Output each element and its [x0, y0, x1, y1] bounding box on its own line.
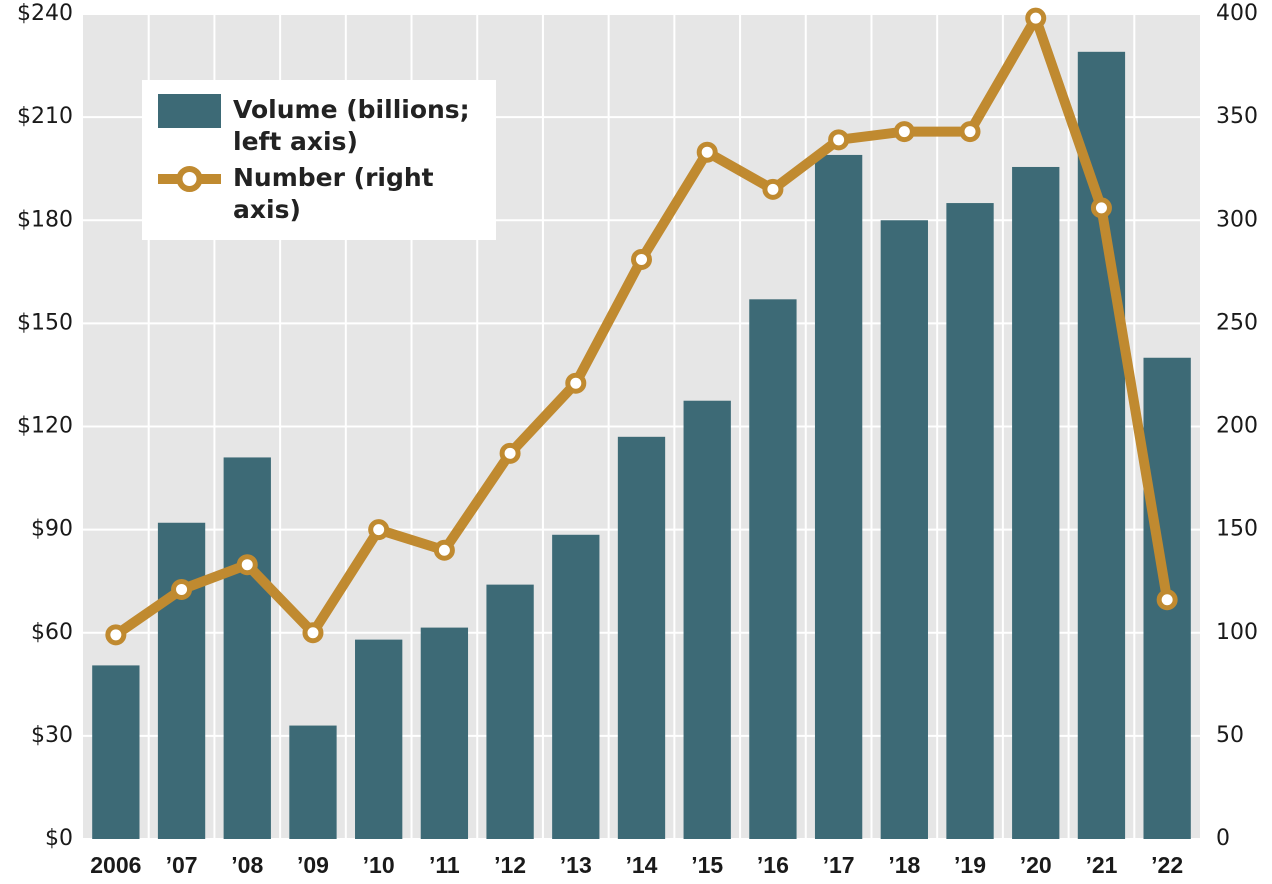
y-tick-label: $180	[17, 207, 73, 232]
x-tick-label: ’19	[954, 852, 986, 878]
x-tick-label: ’21	[1085, 852, 1117, 878]
legend-swatch	[158, 94, 221, 128]
x-tick-label: ’18	[888, 852, 920, 878]
x-tick-label: ’15	[691, 852, 723, 878]
x-tick-label: ’11	[429, 852, 460, 878]
bar	[420, 627, 469, 839]
x-tick-label: ’16	[757, 852, 789, 878]
bar	[880, 220, 928, 839]
line-marker	[631, 248, 652, 270]
line-marker	[1156, 589, 1178, 611]
legend-label: Number (right axis)	[233, 163, 434, 224]
bar	[683, 400, 731, 839]
line-marker	[696, 141, 718, 163]
bar	[157, 522, 206, 839]
x-tick-label: ’09	[297, 852, 329, 878]
x-tick-label: ’13	[560, 852, 592, 878]
y-tick-label: $90	[31, 517, 73, 542]
x-tick-label: ’07	[166, 852, 198, 878]
y2-tick-label: 200	[1216, 414, 1258, 439]
bar	[92, 665, 140, 839]
y2-tick-label: 0	[1216, 826, 1230, 851]
x-tick-label: ’12	[494, 852, 526, 878]
bar	[1012, 166, 1060, 839]
x-tick-label: 2006	[90, 852, 141, 878]
line-marker	[762, 178, 784, 200]
legend-swatch-bar	[158, 94, 221, 128]
line-marker	[959, 121, 981, 143]
line-marker	[893, 121, 915, 143]
x-tick-label: ’22	[1151, 852, 1183, 878]
y2-tick-label: 150	[1216, 517, 1258, 542]
y2-tick-label: 350	[1216, 104, 1258, 129]
y2-tick-label: 300	[1216, 207, 1258, 232]
y-tick-label: $210	[17, 104, 73, 129]
y-tick-label: $240	[17, 1, 73, 26]
y2-tick-label: 250	[1216, 310, 1258, 335]
y2-tick-label: 100	[1216, 620, 1258, 645]
line-marker	[105, 624, 127, 646]
y-tick-label: $120	[17, 414, 73, 439]
line-marker	[236, 554, 258, 576]
y2-tick-label: 50	[1216, 723, 1244, 748]
x-tick-label: ’20	[1020, 852, 1052, 878]
bar	[289, 725, 337, 839]
y-tick-label: $0	[45, 826, 73, 851]
legend-swatch-marker	[176, 166, 203, 192]
line-marker	[565, 372, 587, 394]
x-tick-label: ’08	[231, 852, 263, 878]
bar	[749, 299, 797, 839]
legend: Volume (billions; left axis) Number (righ…	[142, 80, 496, 240]
bar	[1077, 51, 1126, 839]
bar	[617, 436, 666, 839]
y-tick-label: $60	[31, 620, 73, 645]
bar	[486, 584, 534, 839]
line-marker	[499, 442, 521, 464]
legend-item: Number (right axis)	[158, 162, 482, 226]
x-tick-label: ’10	[363, 852, 395, 878]
y2-tick-label: 400	[1216, 1, 1258, 26]
bar	[552, 534, 600, 839]
x-tick-label: ’14	[626, 852, 658, 878]
x-tick-label: ’17	[823, 852, 855, 878]
line-marker	[302, 622, 324, 644]
line-marker	[1025, 7, 1047, 29]
line-marker	[828, 129, 850, 151]
line-marker	[1090, 197, 1112, 219]
bar	[814, 154, 863, 839]
line-marker	[433, 539, 455, 561]
line-marker	[171, 578, 193, 600]
legend-item: Volume (billions; left axis)	[158, 94, 482, 158]
y-tick-label: $30	[31, 723, 73, 748]
bar	[223, 457, 271, 839]
legend-swatch	[158, 166, 221, 192]
y-tick-label: $150	[17, 310, 73, 335]
line-marker	[368, 519, 390, 541]
bar	[946, 203, 994, 839]
legend-label: Volume (billions; left axis)	[233, 95, 470, 156]
bar	[355, 639, 403, 839]
